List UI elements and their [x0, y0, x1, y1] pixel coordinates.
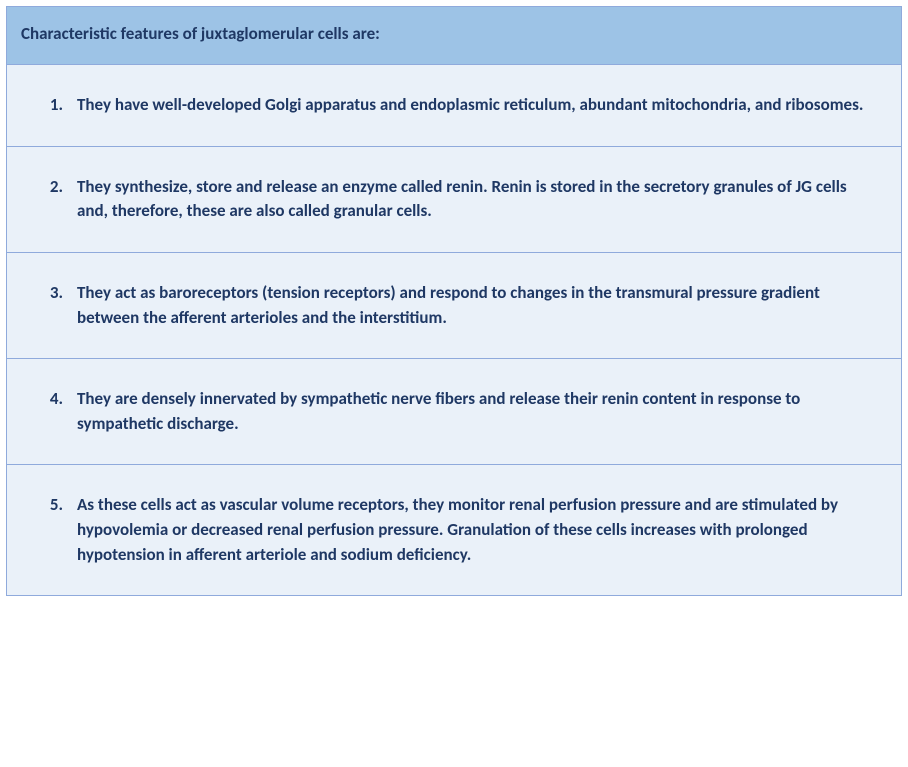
header-cell: Characteristic features of juxtaglomerul… — [7, 7, 902, 65]
item-text: They synthesize, store and release an en… — [77, 175, 879, 224]
body-cell: 2. They synthesize, store and release an… — [7, 146, 902, 252]
table-header-row: Characteristic features of juxtaglomerul… — [7, 7, 902, 65]
table-row: 4. They are densely innervated by sympat… — [7, 359, 902, 465]
item-number: 1. — [29, 93, 77, 118]
table-row: 3. They act as baroreceptors (tension re… — [7, 252, 902, 358]
item-text: As these cells act as vascular volume re… — [77, 493, 879, 567]
table-row: 5. As these cells act as vascular volume… — [7, 465, 902, 596]
item-number: 5. — [29, 493, 77, 567]
table-row: 1. They have well-developed Golgi appara… — [7, 65, 902, 147]
item-text: They have well-developed Golgi apparatus… — [77, 93, 879, 118]
item-number: 2. — [29, 175, 77, 224]
body-cell: 3. They act as baroreceptors (tension re… — [7, 252, 902, 358]
features-table: Characteristic features of juxtaglomerul… — [6, 6, 902, 596]
list-item: 5. As these cells act as vascular volume… — [29, 493, 879, 567]
item-text: They are densely innervated by sympathet… — [77, 387, 879, 436]
list-item: 3. They act as baroreceptors (tension re… — [29, 281, 879, 330]
list-item: 2. They synthesize, store and release an… — [29, 175, 879, 224]
item-text: They act as baroreceptors (tension recep… — [77, 281, 879, 330]
item-number: 4. — [29, 387, 77, 436]
item-number: 3. — [29, 281, 77, 330]
body-cell: 1. They have well-developed Golgi appara… — [7, 65, 902, 147]
list-item: 4. They are densely innervated by sympat… — [29, 387, 879, 436]
table-row: 2. They synthesize, store and release an… — [7, 146, 902, 252]
body-cell: 5. As these cells act as vascular volume… — [7, 465, 902, 596]
body-cell: 4. They are densely innervated by sympat… — [7, 359, 902, 465]
list-item: 1. They have well-developed Golgi appara… — [29, 93, 879, 118]
